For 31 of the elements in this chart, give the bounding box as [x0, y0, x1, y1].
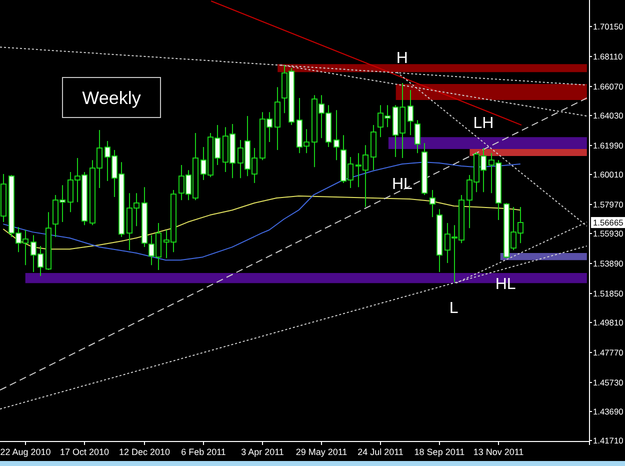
- x-tick-label: 22 Aug 2010: [0, 447, 51, 457]
- y-tick-label: 1.43690: [593, 406, 624, 416]
- x-tick-label: 18 Sep 2011: [414, 447, 465, 457]
- text: Weekly: [82, 88, 141, 108]
- x-tick-label: 29 May 2011: [296, 447, 348, 457]
- y-tick-label: 1.41710: [593, 436, 624, 446]
- y-tick-label: 1.70150: [593, 22, 624, 32]
- y-tick-label: 1.49810: [593, 318, 624, 328]
- annotation: LH: [473, 114, 494, 132]
- y-tick-label: 1.57970: [593, 200, 624, 210]
- x-tick-label: 13 Nov 2011: [473, 447, 524, 457]
- y-tick-label: 1.53890: [593, 258, 624, 268]
- y-tick-label: 1.55930: [593, 228, 624, 238]
- y-tick-label: 1.51850: [593, 288, 624, 298]
- x-tick-label: 24 Jul 2011: [358, 447, 404, 457]
- x-tick-label: 3 Apr 2011: [241, 447, 284, 457]
- y-tick-label: 1.60010: [593, 170, 624, 180]
- annotation: HL: [495, 276, 516, 293]
- annotation: L: [449, 300, 458, 317]
- x-tick-label: 6 Feb 2011: [181, 447, 226, 457]
- x-tick-label: 12 Dec 2010: [118, 447, 170, 457]
- x-tick-label: 17 Oct 2010: [60, 447, 110, 457]
- annotation: H: [396, 50, 408, 67]
- annotation: HL: [392, 176, 412, 193]
- y-tick-label: 1.66070: [593, 82, 624, 92]
- y-tick-label: 1.47770: [593, 348, 624, 358]
- y-tick-label: 1.68110: [593, 52, 623, 62]
- annotation: 1.56665: [593, 218, 624, 228]
- y-tick-label: 1.61990: [593, 140, 624, 150]
- y-tick-label: 1.45730: [593, 378, 624, 388]
- y-tick-label: 1.64030: [593, 110, 624, 120]
